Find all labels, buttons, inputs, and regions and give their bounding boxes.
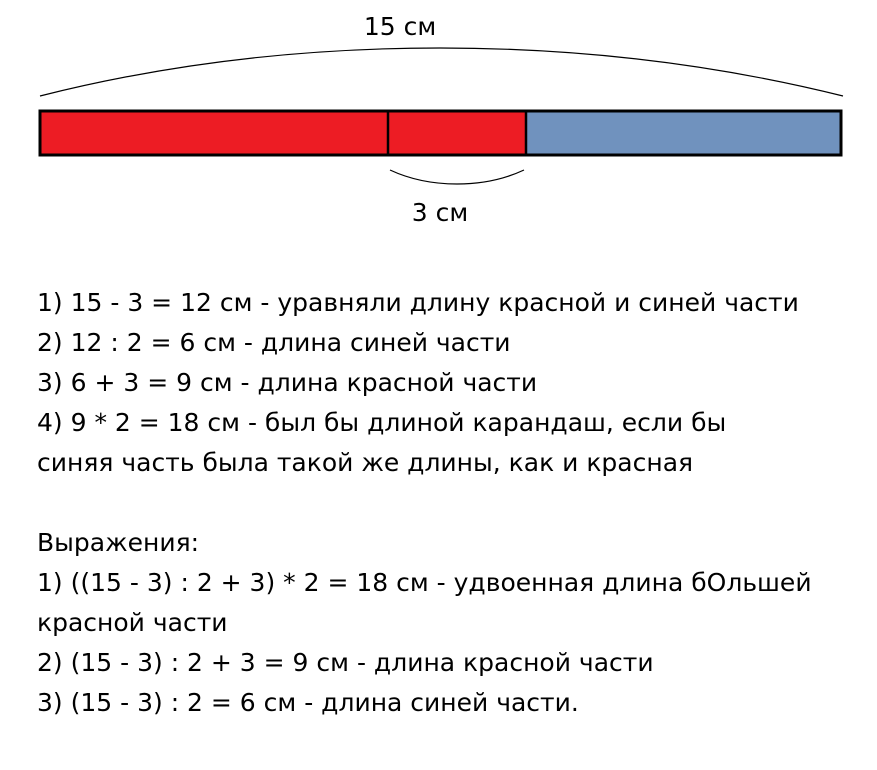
solution-step: 3) 6 + 3 = 9 см - длина красной части: [37, 368, 538, 397]
difference-brace: [389, 169, 525, 185]
solution-text: 1) 15 - 3 = 12 см - уравняли длину красн…: [37, 283, 867, 723]
difference-label: 3 см: [411, 198, 469, 227]
expression-line: 2) (15 - 3) : 2 + 3 = 9 см - длина красн…: [37, 648, 654, 677]
expressions-heading: Выражения:: [37, 528, 200, 557]
pencil-outline: [38, 109, 843, 157]
expression-line: 1) ((15 - 3) : 2 + 3) * 2 = 18 см - удво…: [37, 568, 812, 597]
expression-line: красной части: [37, 608, 228, 637]
solution-step: 4) 9 * 2 = 18 см - был бы длиной каранда…: [37, 408, 727, 437]
solution-step: синяя часть была такой же длины, как и к…: [37, 448, 694, 477]
solution-step: 1) 15 - 3 = 12 см - уравняли длину красн…: [37, 288, 799, 317]
solution-step: 2) 12 : 2 = 6 см - длина синей части: [37, 328, 511, 357]
blue-part: [526, 111, 841, 155]
expression-line: 3) (15 - 3) : 2 = 6 см - длина синей час…: [37, 688, 579, 717]
diagram-svg: [38, 47, 844, 185]
total-length-label: 15 см: [363, 12, 437, 41]
red-part-left: [40, 111, 388, 155]
spacer: [37, 483, 867, 523]
segment-diagram: 15 см 3 см: [0, 0, 877, 250]
total-length-brace: [39, 47, 844, 97]
red-part-extra: [388, 111, 526, 155]
